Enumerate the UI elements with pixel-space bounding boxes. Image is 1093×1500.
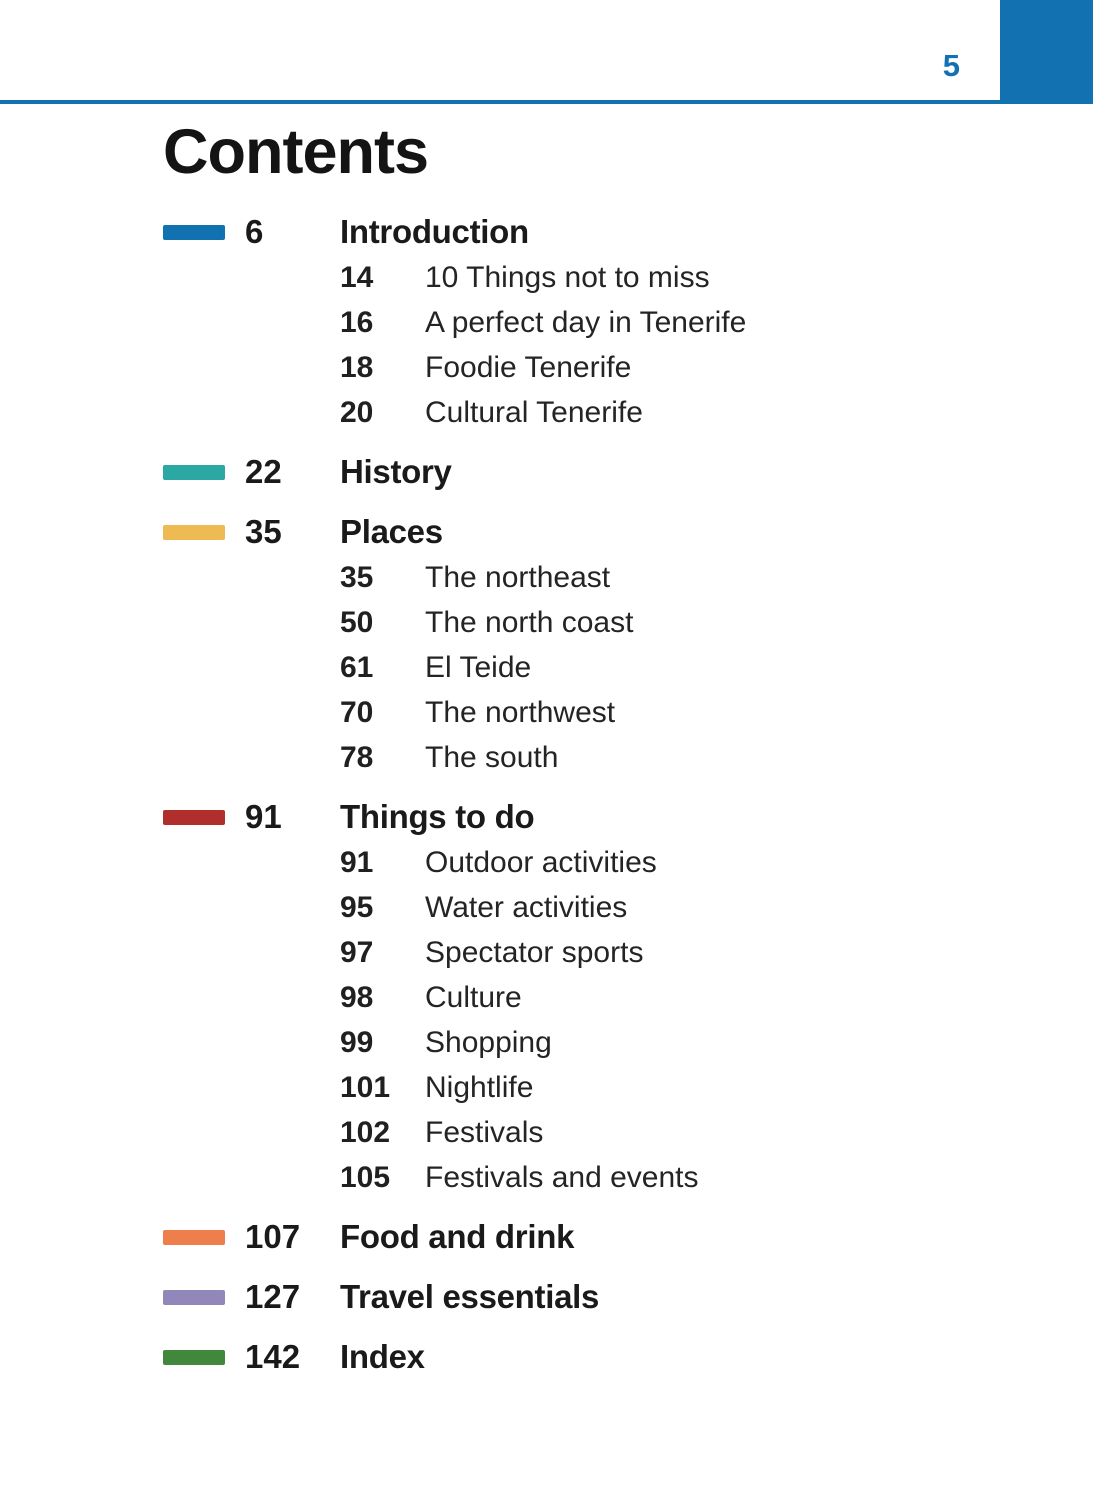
subitem-title: Culture [425,980,522,1014]
content-column: Contents 6 Introduction 14 10 Things not to… [163,117,1053,1380]
subitem-title: Cultural Tenerife [425,395,643,429]
corner-tab [1000,0,1093,104]
toc-chapter-row: 22 History [163,449,1053,495]
toc-subitem-row: 99 Shopping [163,1020,1053,1065]
chapter-title: History [340,453,452,491]
subitem-page-number: 99 [340,1025,374,1059]
subitem-page-number: 91 [340,845,374,879]
subitem-title: Outdoor activities [425,845,657,879]
subitem-title: Festivals and events [425,1160,699,1194]
toc-subitem-row: 61 El Teide [163,645,1053,690]
page-title: Contents [163,117,429,187]
subitem-title: The south [425,740,559,774]
subitem-title: El Teide [425,650,532,684]
chapter-page-number: 142 [245,1338,301,1376]
subitem-page-number: 35 [340,560,374,594]
subitem-page-number: 105 [340,1160,391,1194]
chapter-title: Index [340,1338,425,1376]
toc-chapter-row: 35 Places [163,509,1053,555]
subitem-title: Water activities [425,890,628,924]
toc-subitem-row: 20 Cultural Tenerife [163,390,1053,435]
subitem-page-number: 50 [340,605,374,639]
toc-chapter-row: 107 Food and drink [163,1214,1053,1260]
chapter-page-number: 22 [245,453,282,491]
toc-chapter-row: 142 Index [163,1334,1053,1380]
toc-list: 6 Introduction 14 10 Things not to miss 16 A … [163,209,1053,1380]
chapter-color-bar [163,1229,225,1245]
chapter-color-bar [163,464,225,480]
toc-subitem-row: 16 A perfect day in Tenerife [163,300,1053,345]
chapter-page-number: 107 [245,1218,301,1256]
toc-subitem-row: 70 The northwest [163,690,1053,735]
chapter-page-number: 127 [245,1278,301,1316]
subitem-page-number: 102 [340,1115,391,1149]
toc-subitem-row: 97 Spectator sports [163,930,1053,975]
toc-chapter-row: 6 Introduction [163,209,1053,255]
subitem-page-number: 20 [340,395,374,429]
subitem-page-number: 16 [340,305,374,339]
toc-subitem-row: 98 Culture [163,975,1053,1020]
chapter-color-bar [163,809,225,825]
toc-subitem-row: 14 10 Things not to miss [163,255,1053,300]
chapter-page-number: 91 [245,798,282,836]
subitem-title: Shopping [425,1025,552,1059]
toc-subitem-row: 91 Outdoor activities [163,840,1053,885]
chapter-color-bar [163,224,225,240]
chapter-page-number: 35 [245,513,282,551]
folio-page-number: 5 [942,48,960,83]
toc-subitem-row: 102 Festivals [163,1110,1053,1155]
subitem-page-number: 97 [340,935,374,969]
subitem-page-number: 78 [340,740,374,774]
chapter-page-number: 6 [245,213,264,251]
chapter-title: Introduction [340,213,529,251]
toc-subitem-row: 101 Nightlife [163,1065,1053,1110]
toc-chapter-row: 91 Things to do [163,794,1053,840]
subitem-title: Nightlife [425,1070,534,1104]
subitem-page-number: 70 [340,695,374,729]
toc-subitem-row: 18 Foodie Tenerife [163,345,1053,390]
toc-subitem-row: 50 The north coast [163,600,1053,645]
subitem-title: Spectator sports [425,935,644,969]
subitem-title: Festivals [425,1115,544,1149]
subitem-page-number: 98 [340,980,374,1014]
chapter-color-bar [163,1349,225,1365]
subitem-title: Foodie Tenerife [425,350,632,384]
subitem-title: The northeast [425,560,611,594]
header-rule [0,100,1093,104]
subitem-page-number: 14 [340,260,374,294]
toc-subitem-row: 35 The northeast [163,555,1053,600]
chapter-title: Places [340,513,443,551]
chapter-title: Travel essentials [340,1278,600,1316]
toc-subitem-row: 78 The south [163,735,1053,780]
subitem-title: A perfect day in Tenerife [425,305,747,339]
chapter-color-bar [163,524,225,540]
subitem-page-number: 61 [340,650,374,684]
subitem-title: The northwest [425,695,616,729]
chapter-title: Things to do [340,798,535,836]
subitem-page-number: 95 [340,890,374,924]
chapter-title: Food and drink [340,1218,575,1256]
toc-subitem-row: 95 Water activities [163,885,1053,930]
subitem-title: 10 Things not to miss [425,260,710,294]
subitem-page-number: 18 [340,350,374,384]
toc-chapter-row: 127 Travel essentials [163,1274,1053,1320]
chapter-color-bar [163,1289,225,1305]
toc-subitem-row: 105 Festivals and events [163,1155,1053,1200]
subitem-title: The north coast [425,605,634,639]
subitem-page-number: 101 [340,1070,391,1104]
